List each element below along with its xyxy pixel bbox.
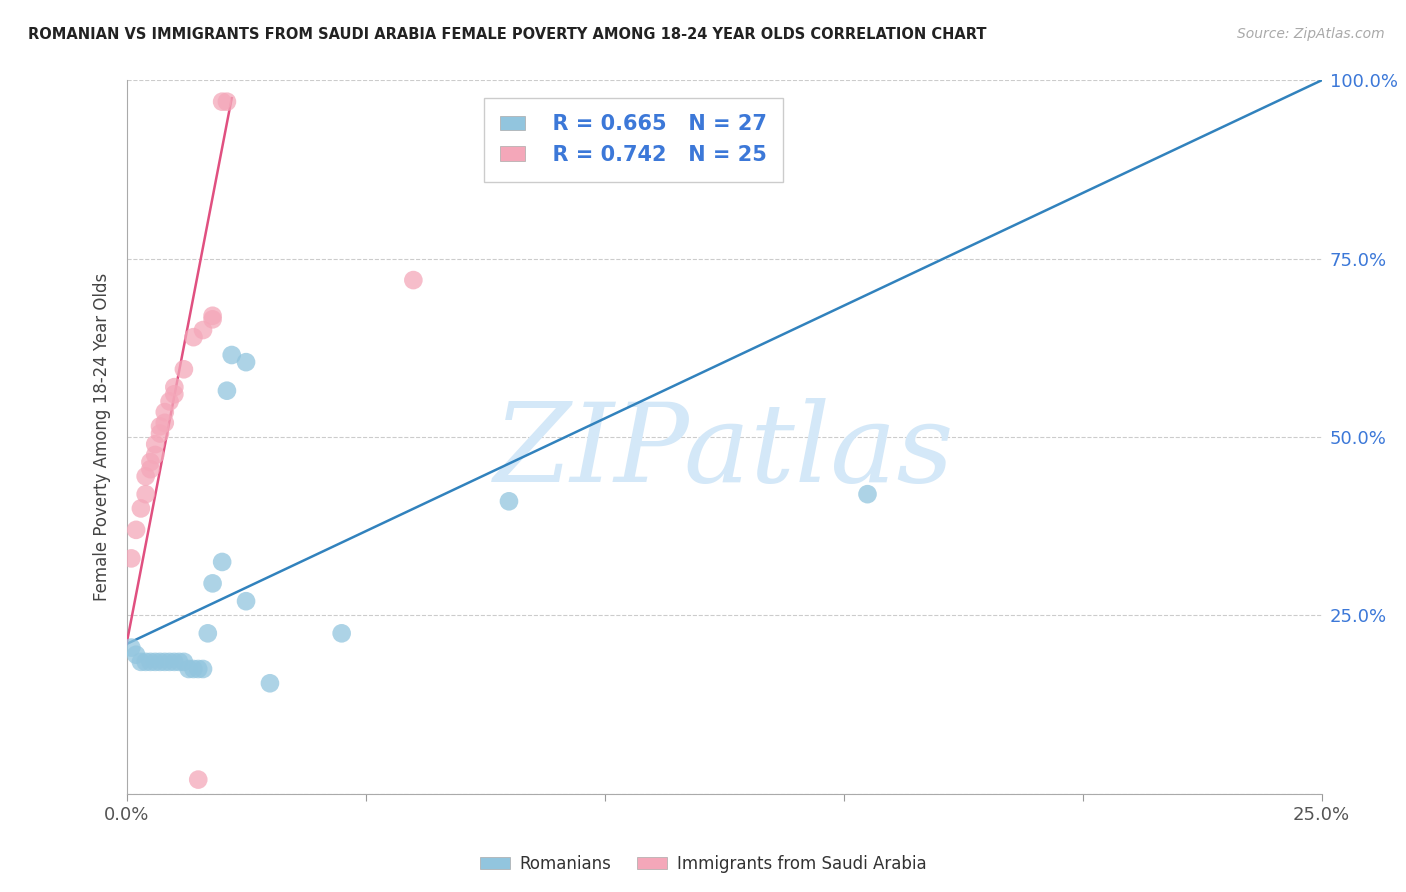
Point [143, 437, 166, 451]
Point [187, 662, 209, 676]
Point [129, 655, 152, 669]
Point [159, 394, 181, 409]
Point [120, 640, 142, 655]
Point [402, 273, 425, 287]
Point [215, 384, 238, 398]
Point [120, 551, 142, 566]
Point [163, 380, 186, 394]
Point [153, 405, 176, 419]
Point [167, 655, 190, 669]
Point [211, 555, 233, 569]
Point [330, 626, 353, 640]
Point [135, 655, 157, 669]
Point [149, 419, 172, 434]
Point [149, 655, 172, 669]
Point [135, 487, 157, 501]
Point [143, 655, 166, 669]
Point [149, 426, 172, 441]
Point [173, 655, 195, 669]
Point [191, 323, 214, 337]
Point [235, 355, 257, 369]
Point [183, 662, 205, 676]
Point [211, 95, 233, 109]
Point [153, 655, 176, 669]
Text: ROMANIAN VS IMMIGRANTS FROM SAUDI ARABIA FEMALE POVERTY AMONG 18-24 YEAR OLDS CO: ROMANIAN VS IMMIGRANTS FROM SAUDI ARABIA… [28, 27, 987, 42]
Point [159, 655, 181, 669]
Point [235, 594, 257, 608]
Point [125, 523, 148, 537]
Point [197, 626, 219, 640]
Point [201, 309, 224, 323]
Point [215, 95, 238, 109]
Point [163, 655, 186, 669]
Point [221, 348, 243, 362]
Text: ZIPatlas: ZIPatlas [494, 398, 955, 505]
Point [201, 576, 224, 591]
Point [498, 494, 520, 508]
Y-axis label: Female Poverty Among 18-24 Year Olds: Female Poverty Among 18-24 Year Olds [93, 273, 111, 601]
Point [191, 662, 214, 676]
Point [139, 462, 162, 476]
Point [173, 362, 195, 376]
Point [163, 387, 186, 401]
Point [259, 676, 281, 690]
Point [129, 501, 152, 516]
Point [125, 648, 148, 662]
Point [183, 330, 205, 344]
Legend: Romanians, Immigrants from Saudi Arabia: Romanians, Immigrants from Saudi Arabia [472, 848, 934, 880]
Point [201, 312, 224, 326]
Point [139, 655, 162, 669]
Point [187, 772, 209, 787]
Point [856, 487, 879, 501]
Point [153, 416, 176, 430]
Point [177, 662, 200, 676]
Point [143, 448, 166, 462]
Point [135, 469, 157, 483]
Legend:   R = 0.665   N = 27,   R = 0.742   N = 25: R = 0.665 N = 27, R = 0.742 N = 25 [484, 98, 783, 182]
Text: Source: ZipAtlas.com: Source: ZipAtlas.com [1237, 27, 1385, 41]
Point [139, 455, 162, 469]
